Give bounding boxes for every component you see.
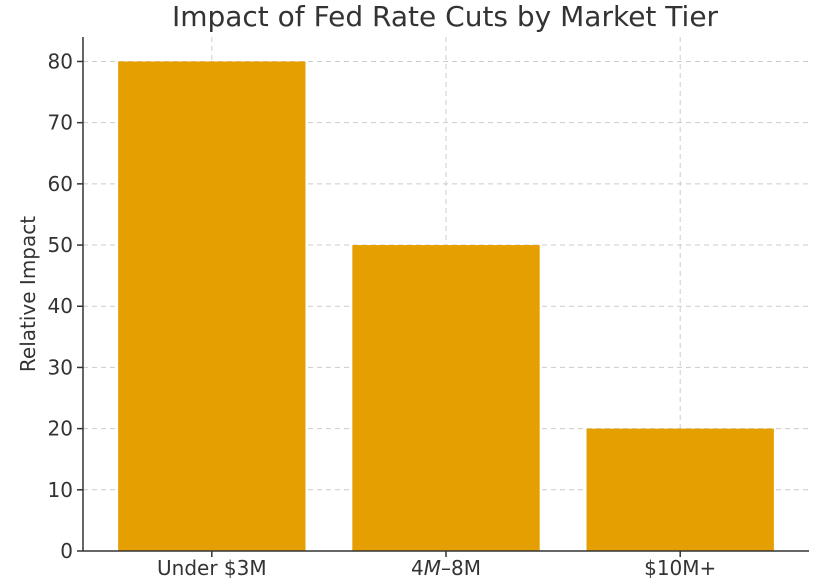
x-tick-labels: Under $3M 4M–8M $10M+ (157, 551, 716, 580)
y-tick-label: 0 (60, 539, 73, 563)
bar (586, 428, 774, 551)
y-tick-label: 70 (48, 111, 73, 135)
y-tick-label: 10 (48, 478, 73, 502)
y-tick-label: 60 (48, 172, 73, 196)
y-tick-label: 80 (48, 49, 73, 73)
bars (118, 61, 774, 552)
y-tick-label: 30 (48, 355, 73, 379)
chart-title: Impact of Fed Rate Cuts by Market Tier (172, 0, 719, 33)
x-tick-label: Under $3M (157, 556, 267, 580)
bar (118, 61, 306, 551)
bar (352, 245, 540, 552)
y-tick-label: 40 (48, 294, 73, 318)
y-tick-label: 50 (48, 233, 73, 257)
y-tick-labels: 0 10 20 30 40 50 60 70 80 (48, 49, 83, 563)
x-tick-label: $10M+ (644, 556, 716, 580)
y-tick-label: 20 (48, 417, 73, 441)
x-tick-label: 4M–8M (411, 556, 481, 580)
y-axis-label: Relative Impact (16, 216, 40, 372)
